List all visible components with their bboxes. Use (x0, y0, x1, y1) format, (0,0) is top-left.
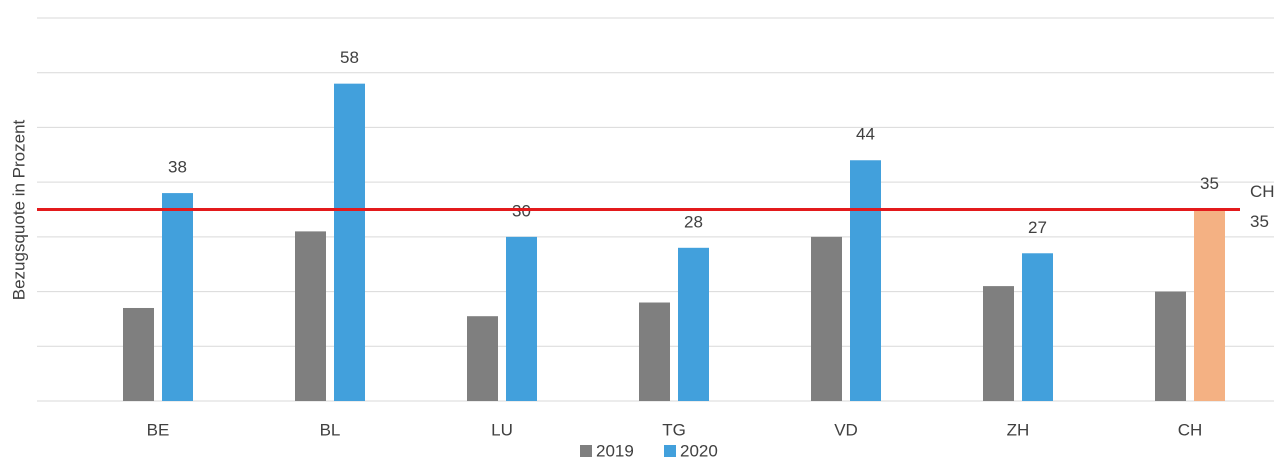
x-tick-label: VD (834, 420, 858, 439)
x-tick-label: TG (662, 420, 686, 439)
bar (506, 236, 537, 401)
legend-label: 2020 (680, 441, 718, 460)
data-label: 44 (856, 125, 875, 144)
data-label: 38 (168, 158, 187, 177)
reference-value: 35 (1250, 212, 1269, 231)
bar (639, 302, 670, 401)
y-axis-label: Bezugsquote in Prozent (9, 119, 28, 300)
legend-swatch (580, 445, 592, 457)
bar (467, 316, 498, 401)
data-label: 27 (1028, 218, 1047, 237)
bar (1022, 253, 1053, 401)
bar (162, 193, 193, 401)
x-tick-label: LU (491, 420, 513, 439)
reference-label: CH (1250, 182, 1274, 201)
data-label: 58 (340, 48, 359, 67)
x-tick-label: BE (147, 420, 170, 439)
legend-swatch (664, 445, 676, 457)
data-label: 35 (1200, 174, 1219, 193)
x-tick-label: BL (320, 420, 341, 439)
bar (850, 160, 881, 401)
bar (1194, 209, 1225, 401)
bar (678, 247, 709, 401)
bar (295, 231, 326, 401)
bar (811, 236, 842, 401)
bar (983, 286, 1014, 401)
x-tick-label: ZH (1007, 420, 1030, 439)
bar (123, 307, 154, 401)
data-label: 28 (684, 212, 703, 231)
x-tick-label: CH (1178, 420, 1203, 439)
bar (1155, 291, 1186, 401)
legend-label: 2019 (596, 441, 634, 460)
bar (334, 83, 365, 402)
